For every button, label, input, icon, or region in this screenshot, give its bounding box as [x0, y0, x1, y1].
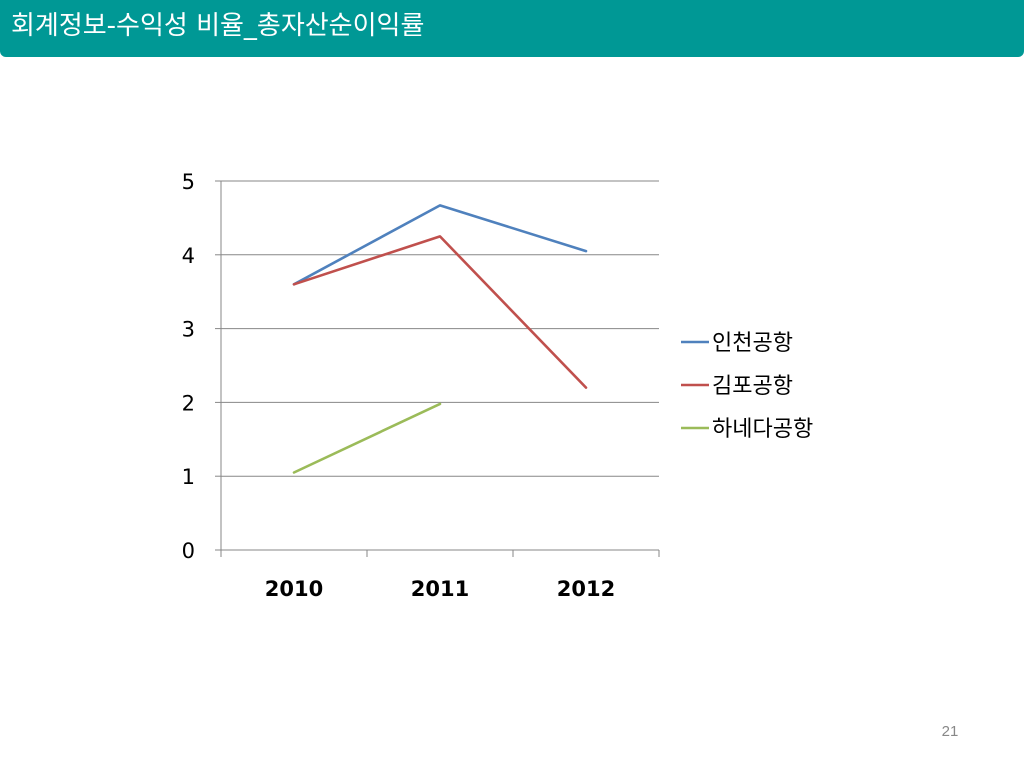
gridlines	[221, 180, 659, 477]
page-number: 21	[941, 723, 959, 740]
x-tick-label: 2010	[265, 577, 323, 601]
series-line-2	[292, 235, 588, 389]
series-line-3	[292, 402, 442, 474]
y-tick-label: 2	[182, 391, 195, 415]
axes: 0 1 2 3 4 5 2010 2011 2012	[182, 170, 660, 601]
y-tick-label: 3	[182, 318, 195, 342]
y-tick-label: 0	[182, 539, 195, 563]
series-line-1	[292, 204, 588, 286]
y-tick-label: 1	[182, 465, 195, 489]
legend-label-2: 김포공항	[712, 374, 793, 399]
x-tick-label: 2011	[411, 577, 469, 601]
y-tick-label: 4	[182, 244, 195, 268]
series-lines	[292, 204, 588, 474]
slide-title: 회계정보-수익성 비율_총자산순이익률	[11, 11, 425, 41]
legend-label-1: 인천공항	[712, 331, 793, 356]
y-tick-label: 5	[182, 170, 195, 194]
x-tick-label: 2012	[557, 577, 615, 601]
title-bar: 회계정보-수익성 비율_총자산순이익률	[0, 0, 1024, 57]
legend-label-3: 하네다공항	[712, 417, 813, 442]
